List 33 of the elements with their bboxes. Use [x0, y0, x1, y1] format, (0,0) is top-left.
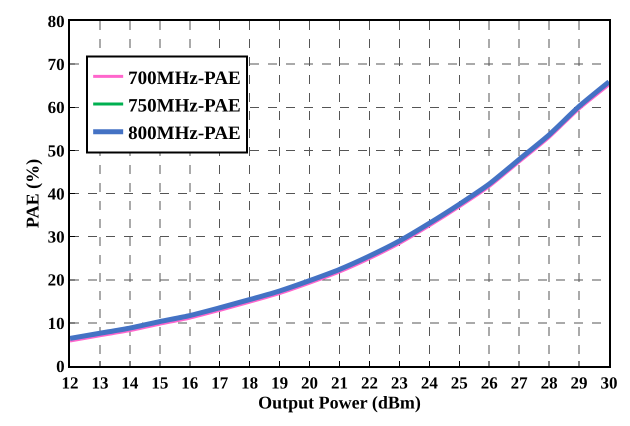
y-tick-label: 0 [56, 356, 65, 376]
x-tick-label: 12 [62, 373, 78, 392]
x-tick-label: 21 [331, 373, 348, 392]
legend-label: 750MHz-PAE [128, 95, 241, 116]
x-tick-label: 18 [241, 373, 258, 392]
y-tick-label: 30 [48, 228, 65, 247]
x-tick-label: 25 [450, 373, 468, 392]
x-tick-label: 14 [121, 373, 139, 392]
x-tick-label: 26 [480, 373, 498, 392]
x-tick-label: 24 [420, 373, 438, 392]
x-tick-label: 20 [301, 373, 318, 392]
x-tick-label: 17 [211, 373, 229, 392]
x-tick-label: 28 [540, 373, 558, 392]
y-tick-label: 60 [48, 98, 65, 118]
x-tick-label: 27 [510, 373, 528, 392]
legend-label: 800MHz-PAE [128, 123, 241, 144]
x-tick-label: 15 [151, 373, 168, 392]
y-tick-label: 80 [48, 12, 65, 31]
x-tick-label: 29 [570, 373, 588, 392]
x-tick-label: 13 [91, 373, 108, 392]
legend-label: 700MHz-PAE [128, 68, 241, 89]
x-tick-label: 19 [271, 373, 288, 392]
y-tick-label: 20 [48, 270, 65, 290]
x-tick-label: 16 [181, 373, 198, 392]
y-tick-label: 40 [48, 184, 65, 204]
x-tick-label: 22 [360, 373, 378, 392]
y-tick-label: 10 [48, 314, 65, 333]
x-tick-label: 30 [600, 373, 618, 392]
x-tick-label: 23 [390, 373, 408, 392]
y-tick-label: 50 [48, 141, 65, 160]
y-axis-title: PAE (%) [22, 158, 42, 228]
y-tick-label: 70 [48, 55, 65, 74]
x-axis-title: Output Power (dBm) [258, 392, 421, 412]
